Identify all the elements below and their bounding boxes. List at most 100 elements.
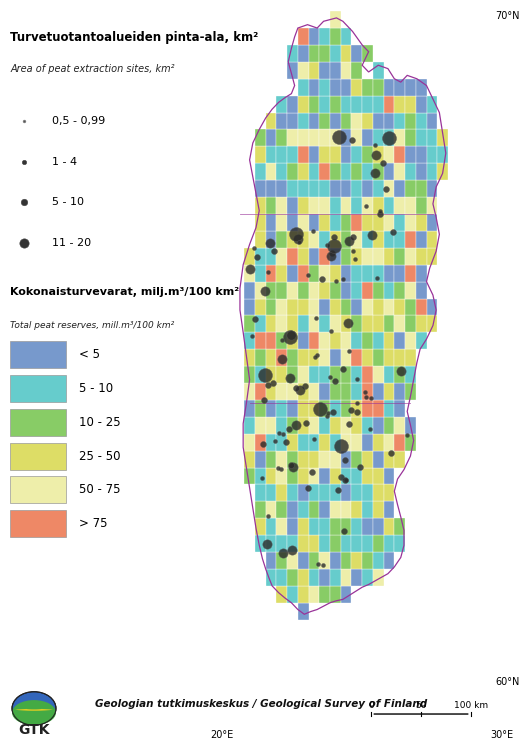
Point (301, 380, 310, 392)
Bar (383, 450, 394, 467)
Bar (319, 96, 330, 112)
Bar (351, 569, 362, 585)
Bar (255, 502, 266, 519)
Point (264, 380, 272, 392)
Bar (426, 146, 437, 163)
Point (266, 237, 275, 249)
Bar (287, 332, 298, 349)
Bar (416, 197, 426, 214)
Bar (276, 96, 287, 112)
Bar (319, 28, 330, 45)
Bar (362, 45, 373, 62)
Point (334, 484, 342, 496)
Bar (426, 231, 437, 247)
Point (328, 406, 337, 418)
Bar (287, 299, 298, 315)
Bar (330, 552, 341, 569)
Point (345, 418, 354, 429)
Bar (330, 79, 341, 96)
Bar (276, 332, 287, 349)
Bar (351, 79, 362, 96)
Bar (287, 450, 298, 467)
Point (384, 132, 393, 144)
Bar (341, 519, 351, 535)
Point (339, 273, 348, 285)
Point (327, 250, 335, 262)
Point (386, 447, 395, 458)
Bar (298, 129, 309, 146)
Bar (341, 332, 351, 349)
Bar (309, 231, 319, 247)
Bar (373, 299, 383, 315)
Bar (255, 146, 266, 163)
Point (366, 424, 374, 435)
Bar (373, 112, 383, 129)
Bar (255, 265, 266, 282)
Point (368, 230, 376, 241)
Bar (287, 315, 298, 332)
Bar (319, 535, 330, 552)
Point (287, 458, 295, 470)
Bar (405, 299, 416, 315)
Bar (394, 181, 405, 197)
Bar (10, 341, 66, 368)
Bar (341, 467, 351, 484)
Bar (309, 265, 319, 282)
Bar (383, 434, 394, 450)
Bar (266, 552, 276, 569)
Bar (383, 299, 394, 315)
Bar (298, 163, 309, 181)
Bar (373, 231, 383, 247)
Bar (383, 282, 394, 299)
Point (250, 241, 258, 253)
Point (327, 247, 336, 259)
Bar (298, 502, 309, 519)
Bar (362, 366, 373, 383)
Bar (351, 417, 362, 434)
Bar (255, 434, 266, 450)
Bar (298, 45, 309, 62)
Bar (298, 434, 309, 450)
Bar (416, 112, 426, 129)
Bar (298, 519, 309, 535)
Bar (330, 129, 341, 146)
Bar (383, 96, 394, 112)
Bar (266, 231, 276, 247)
Bar (266, 535, 276, 552)
Bar (341, 129, 351, 146)
Bar (276, 417, 287, 434)
Bar (319, 112, 330, 129)
Bar (405, 197, 416, 214)
Bar (341, 434, 351, 450)
Bar (330, 585, 341, 603)
Point (302, 418, 311, 429)
Point (269, 377, 277, 389)
Point (295, 384, 304, 396)
Bar (309, 450, 319, 467)
Bar (362, 265, 373, 282)
Bar (276, 585, 287, 603)
Point (261, 369, 269, 381)
Bar (405, 265, 416, 282)
Bar (276, 569, 287, 585)
Text: Area of peat extraction sites, km²: Area of peat extraction sites, km² (10, 64, 175, 74)
Bar (276, 535, 287, 552)
Bar (394, 96, 405, 112)
Bar (394, 299, 405, 315)
Bar (341, 112, 351, 129)
Point (282, 436, 290, 448)
Bar (287, 214, 298, 231)
Point (259, 394, 268, 406)
Point (346, 404, 355, 416)
Bar (298, 315, 309, 332)
Bar (287, 96, 298, 112)
Bar (330, 231, 341, 247)
Point (362, 392, 371, 403)
Bar (362, 197, 373, 214)
Bar (244, 349, 255, 366)
Bar (298, 282, 309, 299)
Bar (255, 181, 266, 197)
Bar (266, 129, 276, 146)
Bar (341, 450, 351, 467)
Bar (330, 96, 341, 112)
